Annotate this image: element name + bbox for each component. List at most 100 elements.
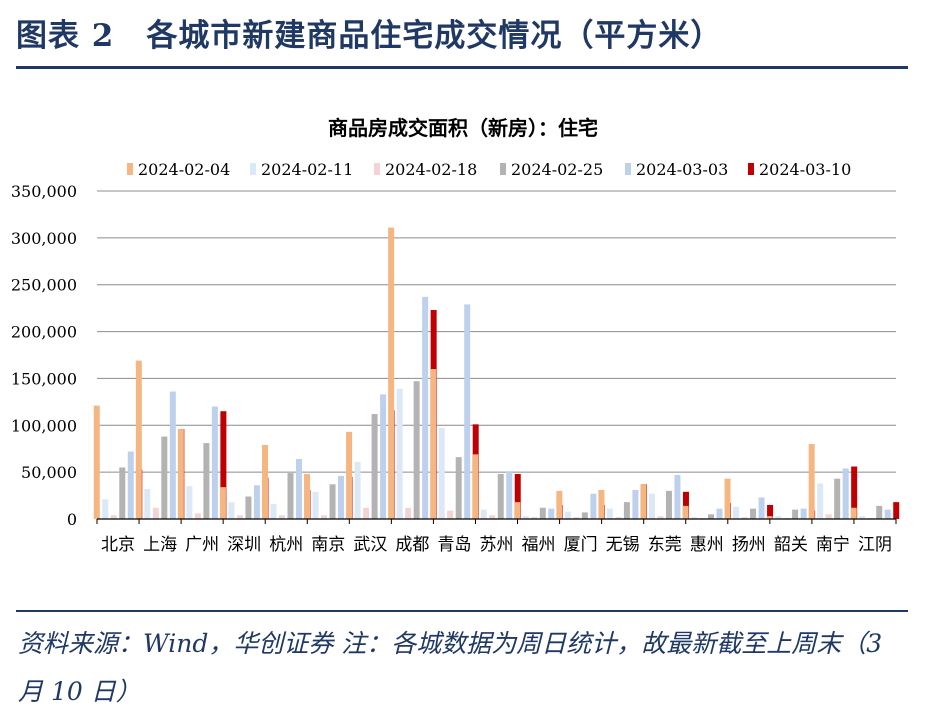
bar: [657, 516, 664, 519]
x-tick-label: 扬州: [732, 535, 766, 555]
bar: [623, 502, 630, 519]
bar: [211, 406, 218, 519]
x-tick-label: 韶关: [774, 535, 808, 555]
bar: [119, 467, 126, 519]
bar: [304, 474, 311, 519]
legend-item: 2024-02-25: [500, 160, 603, 179]
bar: [825, 514, 832, 519]
legend-label: 2024-02-18: [385, 160, 477, 179]
footer-rule: [16, 610, 908, 612]
bar: [329, 484, 336, 519]
legend-swatch: [748, 163, 754, 175]
bar: [278, 515, 285, 519]
legend-label: 2024-02-04: [138, 160, 230, 179]
bar: [506, 471, 513, 519]
legend-item: 2024-02-18: [374, 160, 477, 179]
bar: [817, 483, 824, 519]
x-tick-label: 深圳: [227, 535, 261, 555]
legend-label: 2024-02-11: [261, 160, 353, 179]
y-axis-tick-labels: 0 50,000 100,000 150,000 200,000 250,000 300,0…: [11, 182, 77, 529]
x-tick-label: 武汉: [353, 535, 387, 555]
x-tick-label: 上海: [143, 535, 177, 555]
legend-swatch: [127, 163, 133, 175]
x-tick-label: 北京: [101, 535, 135, 555]
x-tick-label: 无锡: [606, 535, 640, 555]
bar: [674, 474, 681, 519]
bar: [93, 405, 100, 519]
bar: [548, 508, 555, 519]
bar: [455, 457, 462, 519]
bar: [220, 411, 227, 519]
figure-title: 图表 2 各城市新建商品住宅成交情况（平方米）: [16, 18, 723, 54]
bar: [186, 486, 193, 519]
bar: [497, 474, 504, 519]
legend-swatch: [374, 163, 380, 175]
bar: [110, 515, 117, 519]
y-tick-label: 50,000: [21, 463, 77, 482]
bar: [127, 451, 134, 519]
bar: [522, 516, 529, 519]
y-tick-label: 350,000: [11, 182, 77, 201]
bar: [766, 516, 773, 519]
bar: [514, 502, 521, 519]
bar: [682, 505, 689, 519]
bar: [270, 504, 277, 519]
x-tick-label: 广州: [185, 535, 219, 555]
y-tick-label: 250,000: [11, 276, 77, 295]
bar: [464, 304, 471, 519]
legend-item: 2024-02-11: [250, 160, 353, 179]
bar: [380, 394, 387, 519]
bar: [228, 502, 235, 519]
legend-item: 2024-03-03: [625, 160, 728, 179]
bar: [489, 515, 496, 519]
bar: [413, 381, 420, 519]
bar: [472, 454, 479, 519]
bar: [219, 487, 226, 519]
legend-label: 2024-03-10: [759, 160, 851, 179]
bar: [371, 414, 378, 519]
bar: [144, 489, 151, 519]
x-tick-label: 江阴: [858, 535, 892, 555]
bar: [447, 510, 454, 519]
gridlines: [97, 190, 896, 473]
bar: [354, 461, 361, 519]
bars: [93, 227, 900, 519]
bar: [245, 496, 252, 519]
legend: 2024-02-04 2024-02-11 2024-02-18 2024-02-25…: [127, 160, 851, 179]
bar: [834, 478, 841, 519]
bar: [430, 369, 437, 519]
bar: [514, 474, 521, 519]
bar: [665, 490, 672, 519]
source-note: 资料来源：Wind，华创证券 注：各城数据为周日统计，故最新截至上周末（3 月 …: [18, 629, 883, 706]
legend-swatch: [250, 163, 256, 175]
bar: [708, 514, 715, 519]
bar: [876, 505, 883, 519]
bar: [691, 517, 698, 519]
bar: [716, 508, 723, 519]
x-tick-label: 东莞: [648, 535, 682, 555]
bar: [321, 515, 328, 519]
bar: [480, 509, 487, 519]
bar: [767, 504, 774, 519]
bar: [724, 478, 731, 519]
bar: [859, 516, 866, 519]
bar: [590, 493, 597, 519]
bar-chart: 商品房成交面积（新房）：住宅 2024-02-04 2024-02-11 2024-…: [11, 116, 900, 555]
bar: [346, 431, 353, 519]
bar: [884, 509, 891, 519]
bar: [388, 227, 395, 519]
bar: [573, 517, 580, 519]
bar: [261, 444, 268, 519]
legend-swatch: [500, 163, 506, 175]
x-tick-label: 厦门: [564, 535, 598, 555]
bar: [808, 444, 815, 519]
bar: [203, 443, 210, 519]
figure-header: 图表 2 各城市新建商品住宅成交情况（平方米）: [16, 4, 908, 69]
bar: [422, 296, 429, 519]
legend-swatch: [625, 163, 631, 175]
bar: [438, 428, 445, 519]
bar: [800, 508, 807, 519]
legend-label: 2024-03-03: [636, 160, 728, 179]
bar: [295, 459, 302, 519]
x-tick-label: 惠州: [690, 535, 724, 555]
